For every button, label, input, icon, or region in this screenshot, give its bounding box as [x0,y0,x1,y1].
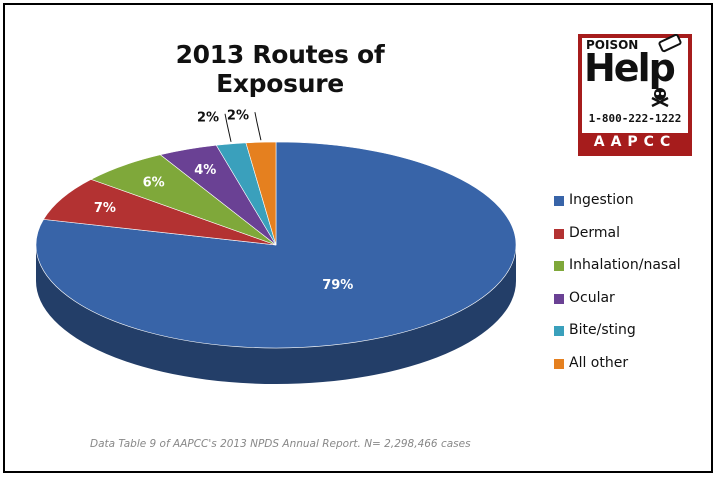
poison-help-logo: POISON Help 1-800-222-1222 AAPCC [578,34,692,156]
footnote: Data Table 9 of AAPCC's 2013 NPDS Annual… [90,438,471,450]
legend-label: All other [569,354,629,371]
legend-item-dermal: Dermal [554,223,681,256]
pie-side-ingestion [36,245,516,384]
legend-item-all-other: All other [554,353,681,386]
legend-label: Dermal [569,224,621,241]
pie-slice-all-other [245,141,277,246]
legend-swatch [554,358,564,369]
legend-swatch [554,228,564,239]
logo-top-text: POISON [586,38,639,52]
legend-swatch [554,326,564,336]
data-label-inhalation-nasal: 6% [143,176,165,191]
skull-crossbones-icon [651,88,669,108]
data-label-ocular: 4% [194,163,216,178]
pie-tops [35,141,517,349]
legend-item-bite-sting: Bite/sting [554,320,681,353]
data-label-bite-sting: 2% [197,110,219,125]
legend-swatch [554,196,564,206]
data-label-ingestion: 79% [322,278,353,293]
logo-phone: 1-800-222-1222 [588,112,682,125]
legend-swatch [554,293,564,304]
pie-data-labels: 79% 7% 6% 4% 2% 2% [94,109,353,293]
chart-legend: Ingestion Dermal Inhalation/nasal Ocular Bit… [554,190,681,385]
logo-big-text: Help [584,46,676,90]
data-label-dermal: 7% [94,201,116,216]
legend-label: Inhalation/nasal [569,257,681,273]
legend-label: Bite/sting [569,322,636,338]
legend-label: Ocular [569,289,615,306]
legend-item-ingestion: Ingestion [554,190,681,223]
legend-swatch [554,261,564,271]
legend-item-ocular: Ocular [554,288,681,321]
leader-line-all-other [254,112,262,141]
leader-line-bite-sting [224,113,232,142]
data-label-all-other: 2% [227,109,249,124]
pill-bottle-icon [658,34,682,53]
pie-slice-dermal [43,179,277,246]
pie-sides [36,245,516,384]
legend-label: Ingestion [569,192,634,208]
legend-item-inhalation-nasal: Inhalation/nasal [554,255,681,288]
logo-org: AAPCC [582,133,688,152]
chart-title: 2013 Routes of Exposure [175,40,385,98]
